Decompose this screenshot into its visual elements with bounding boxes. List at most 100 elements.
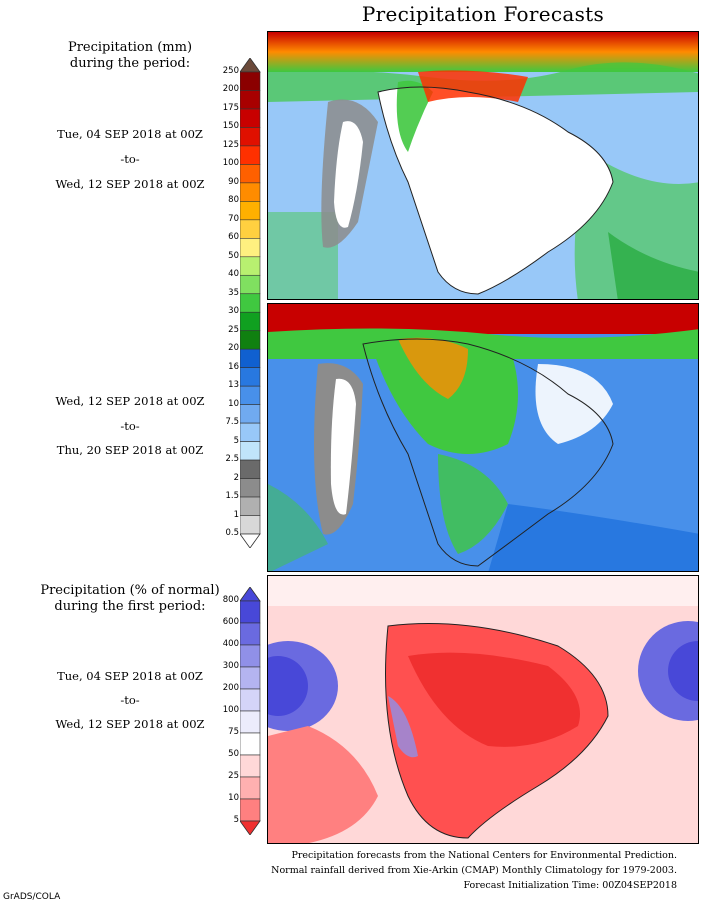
colorbar-segment	[240, 90, 261, 110]
colorbar-segment	[240, 441, 261, 461]
colorbar-tick-label: 100	[222, 158, 239, 169]
colorbar-segment	[240, 754, 261, 778]
colorbar-tick-label: 60	[228, 232, 239, 243]
colorbar-tick-label: 25	[228, 324, 239, 335]
colorbar-tick-label: 400	[222, 639, 239, 649]
colorbar-tick-label: 40	[228, 269, 239, 280]
colorbar-tick-label: 125	[222, 139, 239, 150]
colorbar-segment	[240, 710, 261, 734]
colorbar-segment	[240, 145, 261, 165]
colorbar-bottom-arrow	[240, 533, 261, 548]
footer-line2: Normal rainfall derived from Xie-Arkin (…	[271, 865, 677, 876]
precip-map-period2	[267, 303, 699, 572]
colorbar-tick-label: 200	[222, 683, 239, 693]
period2-end: Thu, 20 SEP 2018 at 00Z	[56, 443, 204, 457]
colorbar-tick-label: 50	[228, 250, 239, 261]
colorbar-segment	[240, 644, 261, 668]
colorbar-tick-label: 250	[222, 66, 239, 76]
colorbar-tick-label: 75	[228, 727, 239, 737]
pct-heading: Precipitation (% of normal) during the f…	[0, 583, 260, 615]
colorbar-segment	[240, 478, 261, 498]
pct-heading-line2: during the first period:	[54, 599, 206, 614]
colorbar-segment	[240, 348, 261, 368]
colorbar-tick-label: 300	[222, 661, 239, 671]
colorbar-segment	[240, 459, 261, 479]
colorbar-segment	[240, 330, 261, 350]
period1-start: Tue, 04 SEP 2018 at 00Z	[57, 127, 203, 141]
mm-heading-line2: during the period:	[69, 56, 191, 71]
colorbar-tick-label: 70	[228, 213, 239, 224]
colorbar-segment	[240, 404, 261, 424]
colorbar-tick-label: 50	[228, 749, 239, 759]
colorbar-segment	[240, 238, 261, 258]
colorbar-tick-label: 1.5	[225, 491, 239, 502]
pct-heading-line1: Precipitation (% of normal)	[40, 583, 220, 598]
colorbar-segment	[240, 422, 261, 442]
mm-colorbar	[240, 58, 261, 548]
colorbar-tick-label: 35	[228, 287, 239, 298]
page-title: Precipitation Forecasts	[361, 2, 605, 26]
colorbar-segment	[240, 256, 261, 276]
colorbar-segment	[240, 496, 261, 516]
colorbar-tick-label: 80	[228, 195, 239, 206]
period3-start: Tue, 04 SEP 2018 at 00Z	[57, 669, 203, 683]
colorbar-tick-label: 2	[233, 472, 239, 483]
colorbar-tick-label: 10	[228, 793, 239, 803]
colorbar-segment	[240, 367, 261, 387]
period2-start: Wed, 12 SEP 2018 at 00Z	[55, 394, 205, 408]
pct-colorbar	[240, 587, 261, 835]
colorbar-segment	[240, 293, 261, 313]
colorbar-segment	[240, 201, 261, 221]
percent-normal-map	[267, 575, 699, 844]
colorbar-tick-label: 0.5	[225, 528, 239, 538]
precip-map-period1	[267, 31, 699, 300]
colorbar-bottom-arrow	[240, 820, 261, 835]
colorbar-segment	[240, 311, 261, 332]
colorbar-segment	[240, 515, 261, 535]
colorbar-segment	[240, 688, 261, 712]
colorbar-tick-label: 5	[233, 815, 239, 825]
colorbar-tick-label: 5	[233, 435, 239, 446]
colorbar-segment	[240, 127, 261, 147]
colorbar-tick-label: 13	[228, 380, 239, 391]
colorbar-tick-label: 2.5	[225, 454, 239, 465]
colorbar-tick-label: 800	[222, 595, 239, 605]
footer-line3: Forecast Initialization Time: 00Z04SEP20…	[463, 880, 677, 891]
colorbar-segment	[240, 622, 261, 646]
colorbar-segment	[240, 600, 261, 624]
colorbar-top-arrow	[240, 58, 261, 73]
colorbar-segment	[240, 182, 261, 202]
colorbar-segment	[240, 732, 261, 756]
colorbar-tick-label: 600	[222, 617, 239, 627]
colorbar-segment	[240, 219, 261, 239]
period1-end: Wed, 12 SEP 2018 at 00Z	[55, 177, 205, 191]
period3-to: -to-	[120, 693, 140, 707]
colorbar-segment	[240, 71, 261, 91]
colorbar-segment	[240, 776, 261, 800]
mm-heading-line1: Precipitation (mm)	[67, 40, 193, 55]
period3-end: Wed, 12 SEP 2018 at 00Z	[55, 717, 205, 731]
colorbar-tick-label: 16	[228, 361, 239, 372]
colorbar-segment	[240, 274, 261, 295]
colorbar-top-arrow	[240, 587, 261, 602]
period2-to: -to-	[120, 419, 140, 433]
colorbar-tick-label: 90	[228, 176, 239, 187]
colorbar-tick-label: 25	[228, 771, 239, 781]
colorbar-tick-label: 150	[222, 121, 239, 132]
colorbar-tick-label: 200	[222, 84, 239, 95]
colorbar-segment	[240, 108, 261, 128]
colorbar-segment	[240, 798, 261, 822]
colorbar-segment	[240, 385, 261, 405]
colorbar-segment	[240, 666, 261, 690]
colorbar-tick-label: 175	[222, 102, 239, 113]
footer-line1: Precipitation forecasts from the Nationa…	[291, 850, 678, 861]
colorbar-tick-label: 30	[228, 306, 239, 317]
colorbar-tick-label: 20	[228, 343, 239, 354]
colorbar-tick-label: 10	[228, 398, 239, 409]
colorbar-tick-label: 1	[233, 509, 239, 520]
mm-heading: Precipitation (mm) during the period:	[0, 40, 260, 72]
period1-to: -to-	[120, 152, 140, 166]
colorbar-tick-label: 100	[222, 705, 239, 715]
colorbar-segment	[240, 164, 261, 184]
colorbar-tick-label: 7.5	[225, 417, 239, 428]
